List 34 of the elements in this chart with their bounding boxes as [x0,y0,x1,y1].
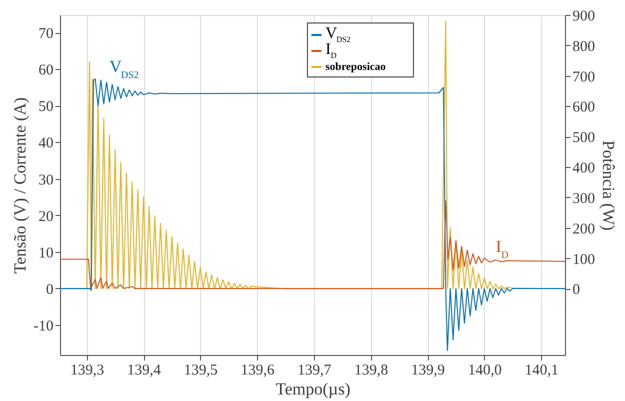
y-tick-label: 20 [38,208,54,225]
y-tick-label: 70 [38,26,54,42]
y2-tick-label: 100 [572,252,595,268]
y-tick-label: 30 [38,172,54,188]
x-tick-label: 139,8 [354,362,388,378]
y-tick-label: 10 [38,245,54,262]
x-tick-label: 139,7 [298,362,332,378]
y2-tick-label: 0 [572,282,580,298]
y2-tick-label: 500 [572,130,595,146]
x-tick-label: 139,5 [184,362,218,378]
y-axis-title: Tensão (V) / Corrente (A) [10,97,30,274]
line-series [60,78,565,352]
y2-tick-label: 600 [572,100,595,116]
x-axis-title: Tempo(µs) [276,380,350,398]
y2-tick-label: 300 [572,190,595,207]
y-tick-label: 60 [38,62,54,79]
y2-tick-label: 700 [572,69,595,86]
y-tick-label: 50 [38,99,54,116]
y2-tick-label: 800 [572,38,595,55]
y-tick-label: 40 [38,136,54,152]
x-tick-label: 139,4 [127,362,162,378]
y-tick-label: 0 [46,282,54,298]
x-tick-label: 139,9 [411,362,445,378]
y-tick-label: -10 [34,318,54,335]
x-tick-label: 139,3 [70,362,104,378]
y2-tick-label: 400 [572,160,595,177]
y2-axis-title: Potência (W) [599,140,618,231]
y2-tick-label: 200 [572,221,595,238]
x-tick-label: 140,0 [468,362,502,378]
y2-tick-label: 900 [572,8,595,24]
legend-label: sobreposicao [325,61,386,73]
x-tick-label: 140,1 [524,362,559,378]
line-series [60,200,565,289]
x-tick-label: 139,6 [240,362,275,378]
